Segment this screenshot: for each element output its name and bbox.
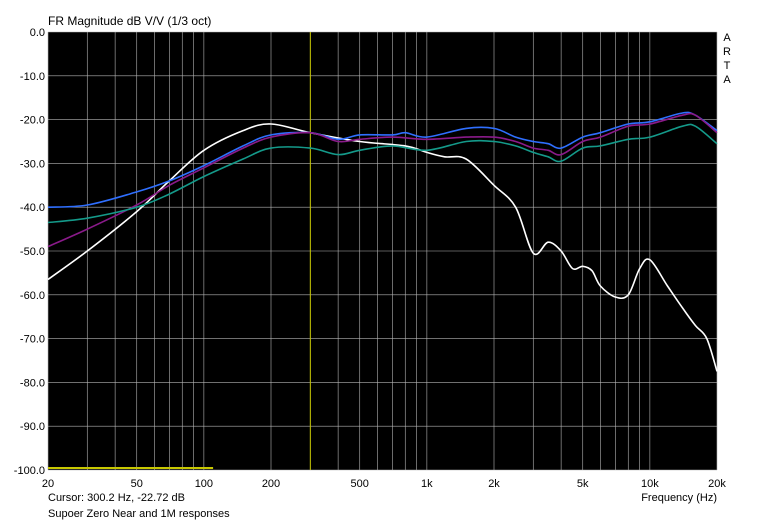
brand-letter: A bbox=[723, 74, 731, 86]
y-tick-label: -50.0 bbox=[20, 246, 45, 258]
cursor-readout: Cursor: 300.2 Hz, -22.72 dB bbox=[48, 492, 185, 504]
brand-letter: T bbox=[723, 60, 731, 72]
y-tick-label: -90.0 bbox=[20, 421, 45, 433]
x-tick-label: 10k bbox=[641, 478, 659, 490]
x-tick-label: 1k bbox=[421, 478, 433, 490]
tick-labels: 20 50 100 200 500 1k 2k 5k 10k 20k 0.0 -10.0 -20.0 -3… bbox=[14, 27, 727, 490]
series-lines bbox=[47, 111, 718, 372]
y-tick-label: -100.0 bbox=[14, 465, 45, 477]
y-tick-label: -30.0 bbox=[20, 158, 45, 170]
arta-brand: A R T A bbox=[721, 31, 733, 87]
series-line-blue bbox=[47, 111, 718, 208]
chart-caption: Supoer Zero Near and 1M responses bbox=[48, 508, 230, 520]
series-line-white bbox=[47, 123, 718, 372]
x-tick-label: 100 bbox=[195, 478, 213, 490]
x-axis-label: Frequency (Hz) bbox=[641, 492, 717, 504]
x-tick-label: 200 bbox=[262, 478, 280, 490]
y-tick-label: -20.0 bbox=[20, 115, 45, 127]
brand-letter: A bbox=[723, 32, 731, 44]
y-tick-label: -80.0 bbox=[20, 377, 45, 389]
x-tick-label: 500 bbox=[351, 478, 369, 490]
series-line-teal bbox=[47, 123, 718, 224]
chart-title: FR Magnitude dB V/V (1/3 oct) bbox=[48, 14, 212, 28]
cursor-layer bbox=[48, 32, 311, 470]
y-tick-label: -10.0 bbox=[20, 71, 45, 83]
y-tick-label: -60.0 bbox=[20, 290, 45, 302]
x-tick-label: 50 bbox=[131, 478, 143, 490]
x-tick-label: 2k bbox=[488, 478, 500, 490]
y-tick-label: -40.0 bbox=[20, 202, 45, 214]
x-tick-label: 20 bbox=[42, 478, 54, 490]
brand-letter: R bbox=[723, 46, 731, 58]
x-tick-label: 5k bbox=[577, 478, 589, 490]
y-tick-label: 0.0 bbox=[30, 27, 45, 39]
x-tick-label: 20k bbox=[708, 478, 726, 490]
y-tick-label: -70.0 bbox=[20, 334, 45, 346]
series-line-purple bbox=[47, 112, 718, 248]
